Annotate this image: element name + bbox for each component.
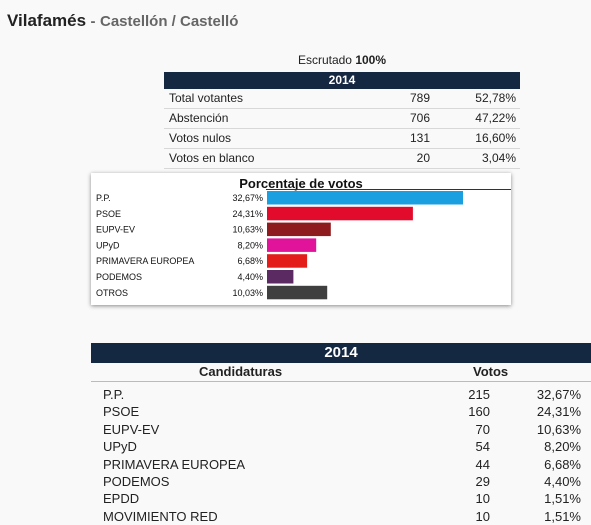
party-votes: 29 [475, 473, 490, 489]
party-percent: 4,40% [544, 473, 581, 489]
chart-value-label: 6,68% [237, 256, 263, 266]
chart-bar [267, 238, 317, 252]
results-year-header: 2014 [91, 343, 591, 363]
summary-label: Votos nulos [169, 131, 232, 145]
chart-value-label: 10,63% [232, 225, 263, 235]
chart-category-label: PODEMOS [96, 272, 142, 282]
chart-category-label: PSOE [96, 209, 121, 219]
chart-category-label: UPyD [96, 240, 120, 250]
party-percent: 32,67% [536, 387, 581, 402]
results-table: 2014 Candidaturas Votos P.P. 215 32,67% … [91, 343, 591, 525]
vote-percentage-chart: Porcentaje de votos P.P. 32,67% PSOE 24,31%… [91, 173, 511, 305]
chart-value-label: 4,40% [237, 272, 263, 282]
summary-count: 20 [416, 151, 430, 165]
column-header-votos: Votos [473, 364, 509, 379]
party-name: P.P. [103, 387, 125, 402]
chart-bar [267, 285, 328, 300]
chart-category-label: P.P. [96, 193, 111, 203]
party-percent: 8,20% [544, 439, 581, 455]
party-name: PODEMOS [103, 473, 170, 489]
table-row: EUPV-EV 70 10,63% [91, 421, 591, 438]
title-separator: - [90, 13, 96, 30]
summary-table: 2014 Total votantes 789 52,78% Abstenció… [164, 72, 520, 169]
party-name: UPyD [103, 439, 137, 455]
scrutiny-status: Escrutado 100% [164, 53, 520, 67]
summary-percent: 16,60% [475, 131, 516, 145]
summary-row: Total votantes 789 52,78% [164, 89, 520, 109]
summary-label: Abstención [169, 111, 229, 125]
chart-title: Porcentaje de votos [239, 176, 363, 191]
summary-count: 131 [409, 131, 430, 145]
party-votes: 215 [468, 387, 490, 402]
chart-category-label: EUPV-EV [96, 225, 135, 235]
party-name: EUPV-EV [103, 421, 160, 437]
province-name: Castellón / Castelló [99, 13, 239, 30]
results-column-header: Candidaturas Votos [91, 363, 591, 382]
summary-count: 706 [409, 111, 430, 125]
chart-bar [267, 254, 308, 268]
chart-bar [267, 191, 463, 205]
chart-bar [267, 270, 294, 284]
summary-row: Votos nulos 131 16,60% [164, 129, 520, 149]
party-percent: 1,51% [544, 508, 581, 524]
party-percent: 10,63% [536, 421, 581, 437]
party-name: MOVIMIENTO RED [103, 508, 218, 524]
municipality-name: Vilafamés [7, 11, 87, 30]
party-name: EPDD [103, 491, 140, 507]
chart-value-label: 8,20% [237, 240, 263, 250]
party-percent: 1,51% [544, 491, 581, 507]
table-row: EPDD 10 1,51% [91, 490, 591, 507]
summary-label: Total votantes [169, 91, 244, 105]
summary-percent: 3,04% [481, 151, 516, 165]
summary-percent: 52,78% [475, 91, 516, 105]
summary-label: Votos en blanco [169, 151, 255, 165]
party-votes: 44 [475, 456, 490, 472]
summary-row: Abstención 706 47,22% [164, 109, 520, 129]
party-votes: 10 [475, 508, 490, 524]
chart-canvas: P.P. 32,67% PSOE 24,31% EUPV-EV 10,63% UPyD 8,2… [96, 191, 463, 300]
chart-value-label: 32,67% [232, 193, 263, 203]
summary-year-header: 2014 [164, 72, 520, 89]
summary-percent: 47,22% [475, 111, 516, 125]
chart-bar [267, 206, 413, 221]
party-votes: 10 [475, 491, 490, 507]
chart-title-rule [266, 189, 511, 190]
chart-bar [267, 222, 331, 237]
column-header-candidaturas: Candidaturas [199, 364, 283, 379]
table-row: PRIMAVERA EUROPEA 44 6,68% [91, 456, 591, 473]
party-name: PRIMAVERA EUROPEA [103, 456, 246, 472]
table-row: MOVIMIENTO RED 10 1,51% [91, 508, 591, 525]
scrutiny-value: 100% [355, 53, 387, 67]
table-row: P.P. 215 32,67% [91, 386, 591, 403]
party-votes: 70 [475, 421, 490, 437]
chart-category-label: PRIMAVERA EUROPEA [96, 256, 194, 266]
party-name: PSOE [103, 404, 140, 420]
party-percent: 24,31% [536, 404, 581, 420]
page-title: Vilafamés - Castellón / Castelló [7, 11, 238, 31]
chart-category-label: OTROS [96, 288, 128, 298]
chart-value-label: 10,03% [232, 288, 263, 298]
summary-row: Votos en blanco 20 3,04% [164, 149, 520, 169]
summary-count: 789 [409, 91, 430, 105]
table-row: PODEMOS 29 4,40% [91, 473, 591, 490]
table-row: PSOE 160 24,31% [91, 403, 591, 420]
party-percent: 6,68% [544, 456, 581, 472]
table-row: UPyD 54 8,20% [91, 438, 591, 455]
party-votes: 54 [475, 439, 490, 455]
party-votes: 160 [468, 404, 490, 420]
scrutiny-label: Escrutado [297, 53, 352, 67]
chart-value-label: 24,31% [232, 209, 263, 219]
